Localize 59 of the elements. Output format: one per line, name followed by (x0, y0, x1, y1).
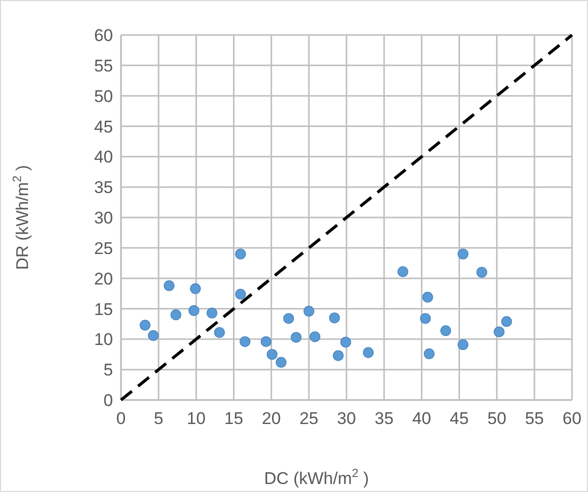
y-tick-label: 5 (104, 360, 113, 380)
point (140, 320, 150, 331)
y-tick-label: 40 (94, 148, 113, 167)
x-tick-label: 50 (487, 409, 506, 428)
x-tick-label: 10 (186, 409, 206, 428)
point (266, 348, 278, 360)
point (362, 347, 374, 358)
x-tick-label: 25 (299, 409, 318, 428)
x-tick-label: 35 (374, 409, 394, 428)
point (397, 266, 408, 278)
point (290, 332, 302, 343)
point (190, 283, 201, 294)
x-tick-label: 15 (224, 409, 244, 428)
point (476, 266, 488, 278)
y-tick-label: 15 (94, 300, 113, 319)
x-tick-label: 40 (412, 409, 432, 428)
point (501, 316, 512, 327)
y-tick-label: 0 (104, 391, 113, 410)
point (148, 330, 159, 341)
point (304, 306, 314, 317)
point (240, 336, 250, 347)
y-tick-label: 55 (94, 56, 113, 76)
y-tick-label: 10 (94, 330, 113, 350)
y-tick-label: 25 (94, 238, 113, 258)
y-tick-label: 50 (94, 86, 113, 106)
x-tick-label: 5 (154, 409, 164, 428)
x-tick-label: 30 (337, 409, 356, 428)
point (188, 305, 200, 316)
point (332, 350, 344, 361)
point (422, 292, 434, 303)
point (494, 326, 504, 338)
point (170, 309, 182, 320)
x-tick-label: 60 (562, 409, 582, 428)
y-tick-label: 45 (94, 117, 113, 136)
point (164, 280, 175, 292)
y-tick-label: 35 (94, 178, 113, 198)
x-tick-label: 20 (262, 409, 281, 428)
point (310, 331, 320, 342)
x-tick-label: 0 (116, 409, 126, 428)
point (329, 312, 340, 324)
point (458, 248, 468, 260)
y-tick-label: 30 (94, 208, 113, 228)
point (260, 336, 272, 347)
point (235, 248, 246, 260)
x-tick-label: 45 (450, 409, 469, 428)
point (340, 336, 352, 348)
x-axis-title: DC (kWh/m$^{2}$ ) (264, 466, 369, 488)
point (235, 288, 246, 300)
point (424, 348, 435, 360)
point (458, 339, 468, 350)
point (276, 356, 287, 368)
x-tick-label: 55 (524, 409, 544, 428)
point (206, 308, 218, 318)
point (440, 325, 452, 336)
y-tick-label: 20 (94, 269, 113, 288)
point (420, 313, 431, 324)
point (283, 313, 294, 324)
y-tick-label: 60 (94, 26, 113, 45)
point (214, 327, 225, 338)
